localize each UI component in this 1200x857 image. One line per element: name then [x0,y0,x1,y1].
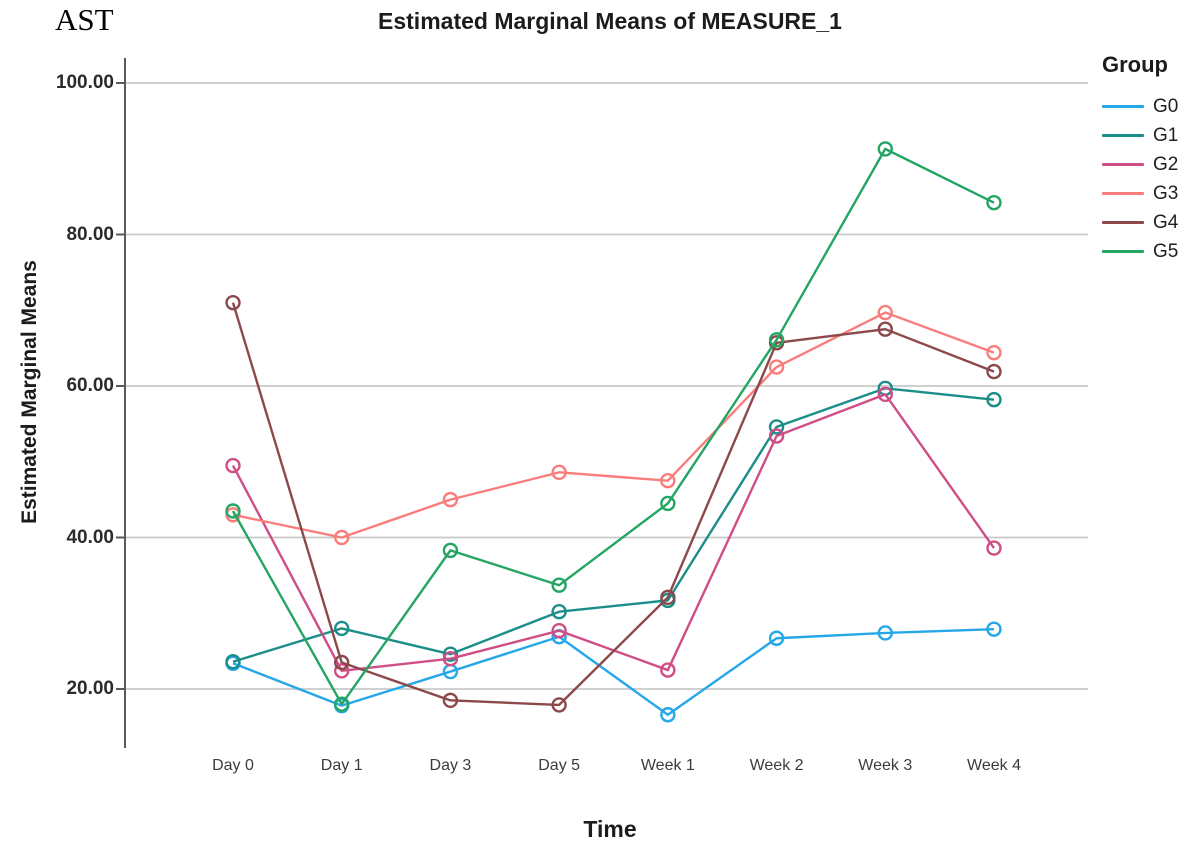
legend-item: G2 [1102,150,1200,179]
annotation-ast: AST [55,2,114,37]
series-G3-marker [768,359,785,375]
series-G1-marker [442,646,459,662]
series-G5-marker [442,542,459,559]
series-G3-marker [442,491,459,508]
series-G4-marker [551,697,567,713]
legend-swatch-g5 [1102,250,1144,253]
series-G2-marker [660,662,676,678]
x-tick-label: Week 4 [967,757,1021,774]
y-tick-label: 100.00 [55,72,114,93]
series-G4-line [231,302,995,707]
x-tick-label: Week 3 [858,757,913,774]
legend: Group G0 G1 G2 G3 G4 G5 [1102,52,1200,266]
series-G0-line [232,627,995,716]
series-G5-marker [660,495,676,512]
series-G1-marker [225,654,241,670]
x-tick-label: Day 0 [212,757,254,774]
series-G4-marker [442,692,459,709]
legend-swatch-g3 [1102,192,1144,195]
legend-item: G4 [1102,208,1200,237]
x-tick-label: Week 2 [749,757,804,774]
y-tick-label: 60.00 [66,375,114,396]
legend-label: G2 [1153,153,1179,175]
series-G5-marker [551,577,567,593]
legend-title: Group [1102,52,1168,77]
series-G5-marker [334,696,350,712]
series-G2-marker [986,540,1002,556]
legend-label: G5 [1153,240,1179,262]
x-tick-label: Day 3 [429,757,472,774]
series-G5-marker [877,141,893,157]
series-G5-line [231,147,995,706]
series-G2-marker [551,622,567,639]
y-tick-label: 40.00 [66,526,114,548]
series-G4-marker [986,363,1002,380]
x-axis-title: Time [583,816,637,842]
series-G1-line [232,387,995,663]
legend-swatch-g2 [1102,163,1144,166]
x-tick-label: Day 1 [320,757,363,774]
series-G3-marker [551,464,567,481]
series-G4-marker [660,589,676,606]
legend-swatch-g4 [1102,221,1144,224]
series-G4-marker [334,654,350,671]
series-G2-marker [334,663,350,679]
series-G3-line [232,311,995,539]
series-G0-marker [768,630,785,646]
series-G3-marker [986,344,1002,361]
series-G0-marker [877,625,893,641]
y-tick-label: 20.00 [66,678,114,699]
series-G2-marker [768,428,785,444]
y-tick-label: 80.00 [66,223,114,245]
legend-swatch-g1 [1102,134,1144,137]
series-G1-marker [551,604,567,620]
legend-swatch-g0 [1102,105,1144,108]
series-G3-marker [877,304,893,321]
chart-title: Estimated Marginal Means of MEASURE_1 [378,8,842,34]
series-G3-marker [334,529,350,546]
series-G4-marker [877,321,893,337]
series-G2-marker [442,651,459,667]
legend-label: G1 [1153,124,1179,146]
legend-item: G3 [1102,179,1200,208]
series-G5-marker [225,503,241,519]
series-G4-marker [225,294,241,311]
x-tick-label: Week 1 [640,757,695,774]
series-G1-marker [334,620,350,637]
legend-item: G0 [1102,92,1200,121]
series-G5-marker [768,332,785,348]
legend-label: G4 [1153,211,1179,233]
series-G2-marker [877,386,893,403]
series-G5-marker [986,194,1002,211]
series-G0-marker [986,621,1002,637]
x-tick-label: Day 5 [538,757,581,774]
legend-label: G3 [1153,182,1179,204]
series-G3-marker [660,472,676,489]
series-G1-marker [986,391,1002,408]
legend-item: G5 [1102,237,1200,266]
series-G2-marker [225,457,241,474]
series-G0-marker [660,707,676,723]
legend-label: G0 [1153,95,1179,117]
series-G1-marker [768,419,785,435]
legend-item: G1 [1102,121,1200,150]
